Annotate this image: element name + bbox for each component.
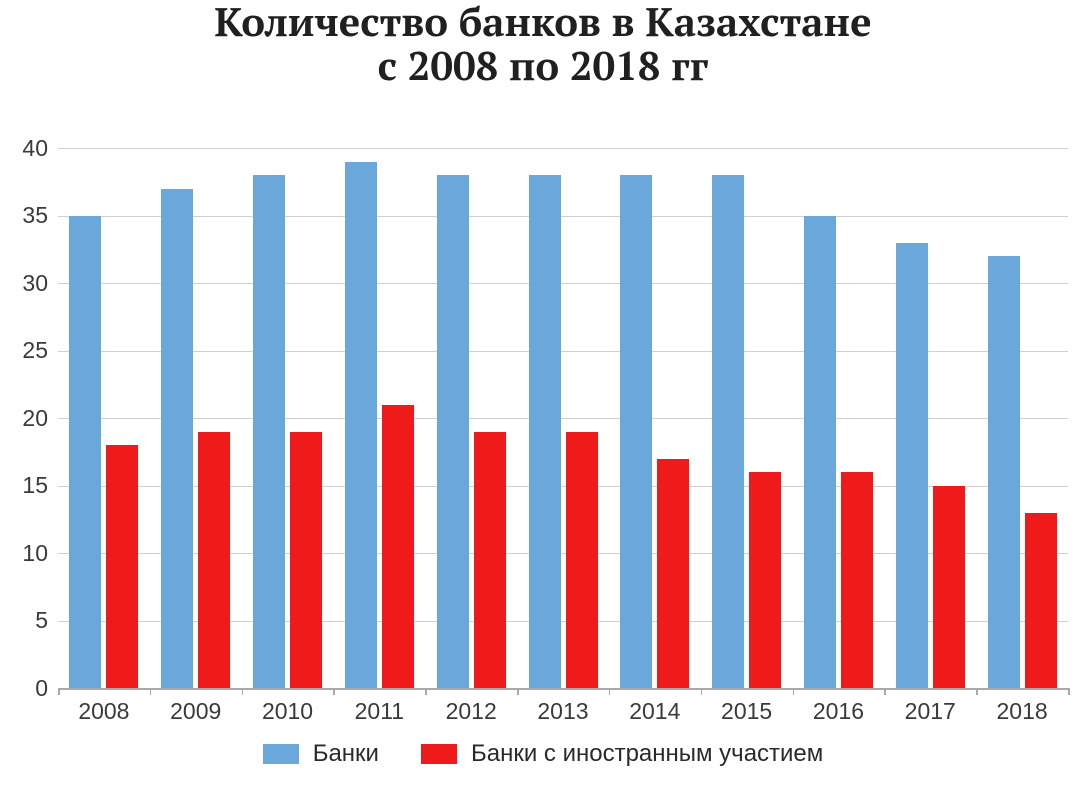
bar-банки [566, 432, 598, 689]
bar-банки [382, 405, 414, 689]
bar-банки [712, 175, 744, 688]
x-tick-mark [884, 688, 886, 695]
x-tick-mark [701, 688, 703, 695]
y-tick-label: 0 [0, 675, 48, 702]
legend-swatch [263, 744, 299, 764]
x-tick-mark [609, 688, 611, 695]
y-tick-label: 25 [0, 337, 48, 364]
x-tick-mark [793, 688, 795, 695]
chart-title: Количество банков в Казахстанес 2008 по … [0, 0, 1086, 88]
legend-item: Банки с иностранным участием [421, 740, 823, 768]
x-tick-label: 2014 [609, 698, 701, 725]
legend-item: Банки [263, 740, 379, 768]
chart-title-line2: с 2008 по 2018 гг [0, 44, 1086, 88]
x-tick-label: 2018 [976, 698, 1068, 725]
x-tick-label: 2009 [150, 698, 242, 725]
x-tick-mark [242, 688, 244, 695]
chart-title-line1: Количество банков в Казахстане [0, 0, 1086, 44]
x-tick-mark [150, 688, 152, 695]
bar-банки [198, 432, 230, 689]
bar-банки [474, 432, 506, 689]
x-tick-label: 2015 [701, 698, 793, 725]
bar-банки [69, 216, 101, 689]
y-tick-label: 5 [0, 607, 48, 634]
x-tick-mark [517, 688, 519, 695]
bar-банки [841, 472, 873, 688]
x-tick-label: 2017 [884, 698, 976, 725]
bar-банки [529, 175, 561, 688]
y-tick-label: 35 [0, 202, 48, 229]
bar-банки [290, 432, 322, 689]
bar-банки [749, 472, 781, 688]
y-tick-label: 20 [0, 405, 48, 432]
bar-банки [1025, 513, 1057, 689]
x-tick-label: 2016 [793, 698, 885, 725]
x-tick-label: 2011 [333, 698, 425, 725]
chart-plot-area: 0510152025303540200820092010201120122013… [58, 148, 1068, 688]
gridline [58, 216, 1068, 217]
bar-банки [253, 175, 285, 688]
bar-банки [161, 189, 193, 689]
bar-банки [657, 459, 689, 689]
x-tick-mark [333, 688, 335, 695]
y-tick-label: 40 [0, 135, 48, 162]
x-tick-mark [425, 688, 427, 695]
y-tick-label: 30 [0, 270, 48, 297]
gridline [58, 148, 1068, 149]
legend-swatch [421, 744, 457, 764]
bar-банки [896, 243, 928, 689]
x-tick-label: 2012 [425, 698, 517, 725]
bar-банки [988, 256, 1020, 688]
legend-label: Банки с иностранным участием [471, 740, 823, 768]
bar-банки [437, 175, 469, 688]
x-axis [58, 688, 1068, 690]
bar-банки [106, 445, 138, 688]
x-tick-mark [1068, 688, 1070, 695]
x-tick-label: 2008 [58, 698, 150, 725]
y-tick-label: 10 [0, 540, 48, 567]
y-tick-label: 15 [0, 472, 48, 499]
x-tick-label: 2013 [517, 698, 609, 725]
legend-label: Банки [313, 740, 379, 768]
x-tick-mark [976, 688, 978, 695]
x-tick-mark [58, 688, 60, 695]
x-tick-label: 2010 [242, 698, 334, 725]
bar-банки [933, 486, 965, 689]
bar-банки [345, 162, 377, 689]
bar-банки [804, 216, 836, 689]
bar-банки [620, 175, 652, 688]
chart-legend: Банки Банки с иностранным участием [0, 740, 1086, 768]
